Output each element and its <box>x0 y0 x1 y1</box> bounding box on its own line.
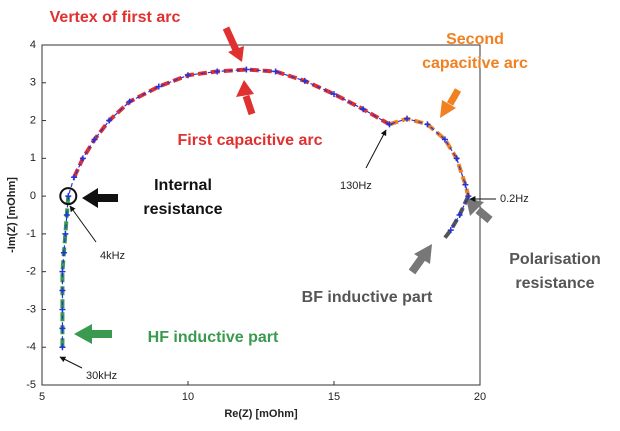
frequency-label: 130Hz <box>340 180 372 192</box>
y-axis-label: -Im(Z) [mOhm] <box>6 177 18 253</box>
data-point <box>59 268 66 275</box>
y-tick-label: 0 <box>30 190 36 202</box>
x-tick-label: 5 <box>39 391 45 403</box>
annotation: Second <box>446 31 504 48</box>
data-point <box>79 155 86 162</box>
y-tick-label: -4 <box>26 341 36 353</box>
data-point <box>60 249 67 256</box>
y-tick-label: -5 <box>26 379 36 391</box>
data-point <box>331 91 337 98</box>
data-point <box>404 115 410 122</box>
highlight-segment <box>72 67 391 179</box>
annotation: Polarisation <box>509 251 601 268</box>
y-tick-label: 4 <box>30 39 36 51</box>
frequency-label: 4kHz <box>100 250 125 262</box>
annotation: capacitive arc <box>422 55 528 72</box>
data-point <box>126 98 133 105</box>
data-point <box>243 66 250 73</box>
data-point <box>59 306 66 313</box>
data-point <box>456 212 463 218</box>
frequency-label: 30kHz <box>86 370 117 382</box>
y-tick-label: -1 <box>26 228 36 240</box>
data-point <box>59 325 66 332</box>
data-point <box>106 117 113 124</box>
data-point <box>453 155 460 162</box>
data-point <box>185 72 191 79</box>
data-point <box>63 212 70 218</box>
data-point <box>301 77 308 84</box>
data-point <box>465 193 472 200</box>
annotation: Internal <box>154 177 212 194</box>
data-point <box>386 121 393 128</box>
data-point <box>424 121 431 128</box>
y-tick-label: -3 <box>26 303 36 315</box>
data-point <box>62 230 69 237</box>
data-point <box>360 106 367 113</box>
highlight-segment <box>443 195 471 239</box>
x-tick-label: 10 <box>182 391 194 403</box>
data-point <box>272 68 279 75</box>
annotation: resistance <box>515 275 594 292</box>
data-point <box>59 344 66 351</box>
x-tick-label: 15 <box>328 391 340 403</box>
y-tick-label: -2 <box>26 266 36 278</box>
data-point <box>441 136 448 143</box>
data-point <box>155 83 162 90</box>
data-point <box>462 181 469 188</box>
block-arrows <box>74 26 493 344</box>
annotation: HF inductive part <box>148 329 279 346</box>
highlight-circle <box>59 187 78 206</box>
y-tick-label: 1 <box>30 152 36 164</box>
data-point <box>91 136 98 143</box>
frequency-label: 0.2Hz <box>500 193 529 205</box>
annotation: BF inductive part <box>302 289 433 306</box>
y-tick-label: 3 <box>30 77 36 89</box>
data-point <box>59 287 66 294</box>
annotation: First capacitive arc <box>178 132 323 149</box>
data-point <box>447 227 454 234</box>
annotation: resistance <box>143 201 222 218</box>
x-tick-label: 20 <box>474 391 486 403</box>
data-point <box>71 174 78 181</box>
data-point <box>65 193 72 200</box>
y-tick-label: 2 <box>30 114 36 126</box>
annotation: Vertex of first arc <box>50 9 181 26</box>
data-point <box>214 68 221 75</box>
pointer-lines <box>59 129 496 369</box>
x-axis-label: Re(Z) [mOhm] <box>224 408 298 420</box>
